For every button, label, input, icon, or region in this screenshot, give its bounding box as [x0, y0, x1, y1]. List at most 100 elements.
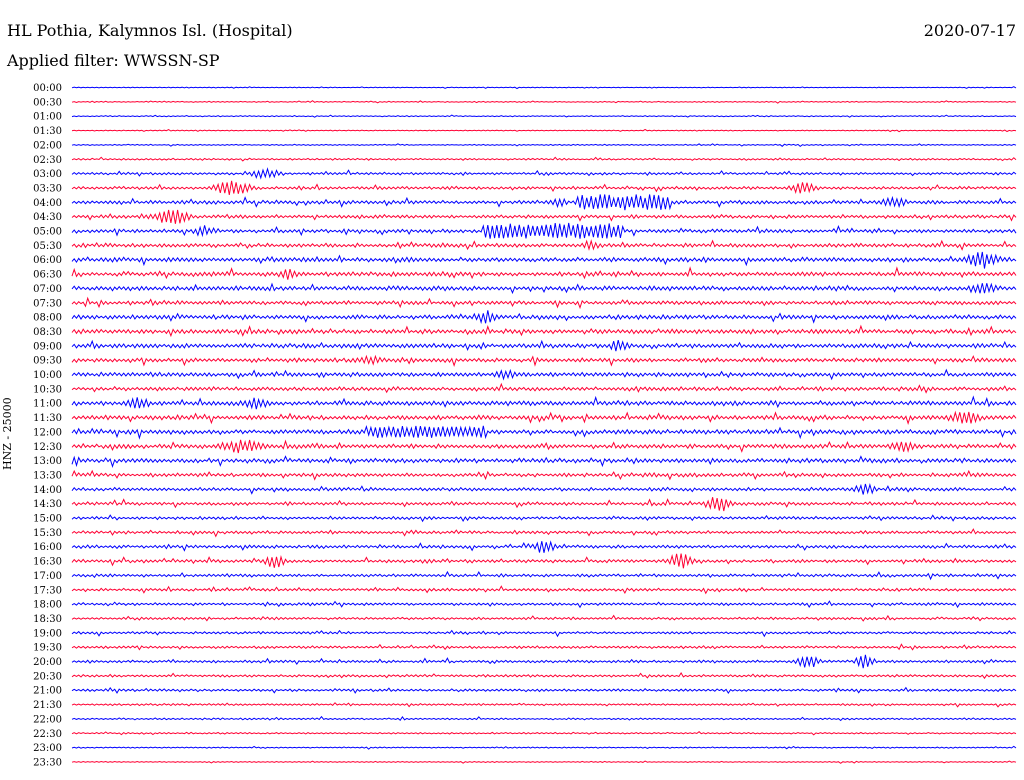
tick-label-2100: 21:00 — [33, 686, 62, 697]
trace-row-1500 — [71, 514, 1017, 523]
trace-row-2330 — [71, 760, 1017, 764]
trace-row-1900 — [71, 629, 1017, 638]
trace-row-1430 — [71, 497, 1017, 512]
trace-row-0030 — [71, 100, 1017, 104]
tick-label-1700: 17:00 — [33, 571, 62, 582]
tick-label-1230: 12:30 — [33, 442, 62, 453]
record-date: 2020-07-17 — [923, 21, 1016, 40]
tick-label-1630: 16:30 — [33, 557, 62, 568]
trace-row-1600 — [71, 540, 1017, 553]
tick-label-2200: 22:00 — [33, 714, 62, 725]
trace-row-1000 — [71, 368, 1017, 381]
tick-label-1800: 18:00 — [33, 600, 62, 611]
tick-label-0100: 01:00 — [33, 112, 62, 123]
trace-row-2130 — [71, 702, 1017, 708]
trace-row-1530 — [71, 528, 1017, 538]
trace-row-0000 — [71, 86, 1017, 90]
trace-row-1630 — [71, 553, 1017, 569]
trace-row-1330 — [71, 469, 1017, 481]
tick-label-0930: 09:30 — [33, 356, 62, 367]
trace-row-0930 — [71, 354, 1017, 367]
trace-row-1830 — [71, 614, 1017, 622]
tick-label-1730: 17:30 — [33, 585, 62, 596]
trace-row-1800 — [71, 600, 1017, 609]
trace-row-0800 — [71, 310, 1017, 325]
tick-label-0600: 06:00 — [33, 255, 62, 266]
tick-label-0530: 05:30 — [33, 241, 62, 252]
tick-label-2230: 22:30 — [33, 729, 62, 740]
trace-row-1130 — [71, 410, 1017, 425]
tick-label-0830: 08:30 — [33, 327, 62, 338]
tick-label-0000: 00:00 — [33, 83, 62, 94]
tick-label-0630: 06:30 — [33, 270, 62, 281]
tick-label-0800: 08:00 — [33, 313, 62, 324]
tick-label-1030: 10:30 — [33, 384, 62, 395]
trace-row-0900 — [71, 339, 1017, 352]
tick-label-0030: 00:30 — [33, 97, 62, 108]
tick-label-0330: 03:30 — [33, 183, 62, 194]
station-title: HL Pothia, Kalymnos Isl. (Hospital) — [7, 21, 293, 40]
trace-row-0500 — [71, 222, 1017, 239]
tick-label-1530: 15:30 — [33, 528, 62, 539]
seismic-traces — [71, 86, 1017, 764]
trace-row-0200 — [71, 143, 1017, 148]
tick-label-1400: 14:00 — [33, 485, 62, 496]
trace-row-0700 — [71, 282, 1017, 295]
tick-label-1300: 13:00 — [33, 456, 62, 467]
tick-label-0200: 02:00 — [33, 140, 62, 151]
trace-row-1700 — [71, 570, 1017, 581]
trace-row-1300 — [71, 455, 1017, 469]
tick-label-1930: 19:30 — [33, 643, 62, 654]
trace-row-0400 — [71, 194, 1017, 211]
trace-row-1100 — [71, 395, 1017, 410]
tick-label-1200: 12:00 — [33, 427, 62, 438]
trace-row-0300 — [71, 167, 1017, 180]
tick-label-1500: 15:00 — [33, 514, 62, 525]
filter-label: Applied filter: WWSSN-SP — [7, 51, 220, 70]
trace-row-0130 — [71, 128, 1017, 133]
tick-label-0900: 09:00 — [33, 341, 62, 352]
tick-label-1130: 11:30 — [33, 413, 62, 424]
trace-row-1230 — [71, 439, 1017, 454]
trace-row-0430 — [71, 209, 1017, 224]
tick-label-0230: 02:30 — [33, 155, 62, 166]
tick-label-2000: 20:00 — [33, 657, 62, 668]
trace-row-1930 — [71, 643, 1017, 651]
tick-label-2330: 23:30 — [33, 757, 62, 768]
trace-row-2030 — [71, 672, 1017, 680]
trace-row-2200 — [71, 715, 1017, 722]
tick-label-1900: 19:00 — [33, 628, 62, 639]
trace-row-0730 — [71, 296, 1017, 310]
trace-row-0230 — [71, 156, 1017, 162]
tick-label-0300: 03:00 — [33, 169, 62, 180]
tick-label-1100: 11:00 — [33, 399, 62, 410]
trace-row-2300 — [71, 745, 1017, 750]
tick-label-2030: 20:30 — [33, 671, 62, 682]
trace-row-1730 — [71, 585, 1017, 595]
tick-label-0430: 04:30 — [33, 212, 62, 223]
trace-row-1400 — [71, 482, 1017, 495]
trace-row-1030 — [71, 382, 1017, 394]
trace-row-2000 — [71, 654, 1017, 669]
tick-label-2300: 23:00 — [33, 743, 62, 754]
tick-label-1600: 16:00 — [33, 542, 62, 553]
tick-label-0500: 05:00 — [33, 227, 62, 238]
trace-row-2100 — [71, 686, 1017, 695]
tick-label-1330: 13:30 — [33, 470, 62, 481]
trace-row-0600 — [71, 251, 1017, 269]
trace-row-2230 — [71, 731, 1017, 736]
trace-row-0530 — [71, 239, 1017, 251]
tick-label-1830: 18:30 — [33, 614, 62, 625]
tick-label-1430: 14:30 — [33, 499, 62, 510]
tick-label-1000: 10:00 — [33, 370, 62, 381]
trace-row-0100 — [71, 114, 1017, 118]
time-tick-labels: 00:00 00:30 01:00 01:30 02:00 02:30 03:00 03:30… — [33, 83, 62, 768]
trace-row-0630 — [71, 266, 1017, 280]
tick-label-2130: 21:30 — [33, 700, 62, 711]
trace-row-0830 — [71, 324, 1017, 338]
tick-label-0730: 07:30 — [33, 298, 62, 309]
tick-label-0400: 04:00 — [33, 198, 62, 209]
trace-row-0330 — [71, 180, 1017, 195]
trace-row-1200 — [71, 425, 1017, 440]
